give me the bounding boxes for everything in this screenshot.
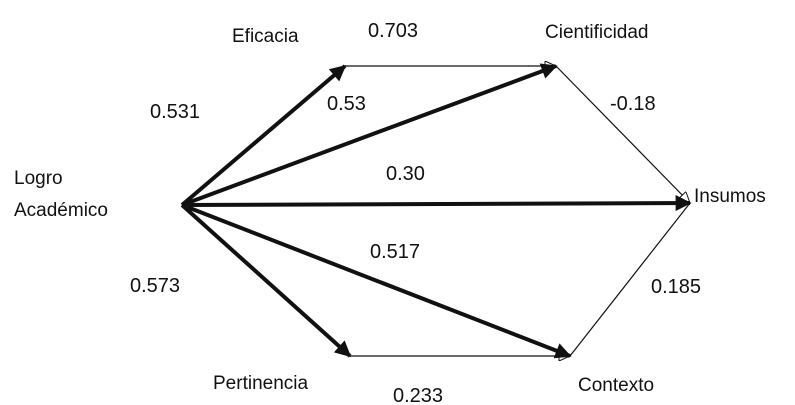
edge-logro-contexto <box>181 203 572 359</box>
edge-logro-eficacia <box>180 64 347 207</box>
coef-logro-eficacia: 0.531 <box>150 101 200 123</box>
node-pertinencia: Pertinencia <box>213 373 308 394</box>
node-contexto: Contexto <box>578 375 654 396</box>
coef-logro-pertinencia: 0.573 <box>130 275 180 297</box>
coef-contexto-insumos: 0.185 <box>651 276 701 298</box>
edge-cientificidad-insumos <box>555 65 690 203</box>
edge-logro-cientificidad <box>181 63 558 207</box>
node-insumos: Insumos <box>694 186 766 207</box>
coef-logro-contexto: 0.517 <box>370 241 420 263</box>
edge-logro-pertinencia <box>180 203 352 358</box>
node-logro-line2: Académico <box>14 200 108 221</box>
coef-eficacia-cientificidad: 0.703 <box>368 20 418 42</box>
node-cientificidad: Cientificidad <box>545 22 649 43</box>
edge-logro-insumos <box>181 195 692 212</box>
coef-logro-cientificidad: 0.53 <box>327 93 366 115</box>
coef-logro-insumos: 0.30 <box>386 163 425 185</box>
node-eficacia: Eficacia <box>232 26 299 47</box>
edge-contexto-insumos <box>569 202 691 357</box>
node-logro-line1: Logro <box>14 168 63 189</box>
coef-pertinencia-contexto: 0.233 <box>393 385 443 405</box>
coef-cientificidad-insumos: -0.18 <box>610 93 656 115</box>
